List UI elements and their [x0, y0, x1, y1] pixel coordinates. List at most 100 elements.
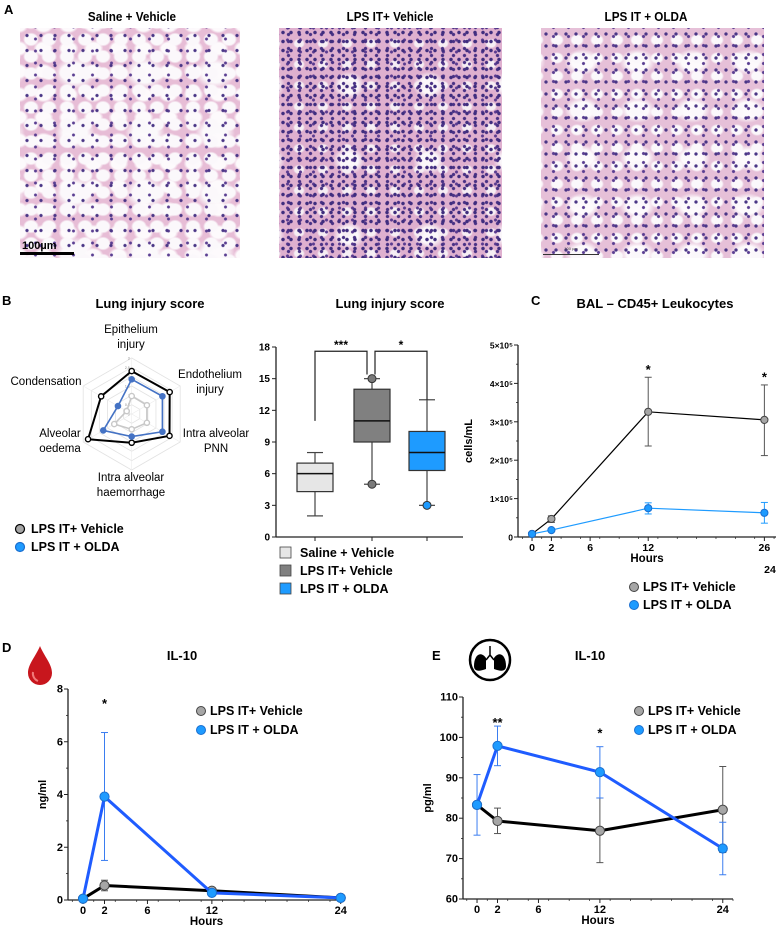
y-tick-label: 0 [57, 895, 63, 907]
x-tick-label: 0 [474, 904, 480, 916]
radar-ring-label: 2.5 [125, 366, 130, 370]
series-line-0 [476, 803, 724, 833]
x-tick-label: 12 [594, 904, 606, 916]
y-tick-label: 2 [57, 842, 63, 854]
scale-bar: 100 µm [543, 243, 599, 255]
y-tick-label: 15 [259, 374, 271, 385]
series-line-1 [475, 744, 724, 850]
radar-axis-label: Endothelium [178, 369, 242, 381]
scale-bar: 100µm [20, 241, 74, 255]
y-tick-label: 9 [264, 438, 270, 449]
y-tick-label: 110 [440, 692, 458, 704]
panel-label-e: E [432, 648, 441, 663]
data-point [594, 825, 605, 836]
box [408, 430, 446, 472]
legend-label: LPS IT+ Vehicle [300, 564, 393, 578]
radar-axis-label: Condensation [11, 376, 82, 388]
legend-label: LPS IT+ Vehicle [648, 704, 741, 718]
outlier-point [367, 479, 377, 489]
y-tick-label: 4×10⁵ [490, 379, 513, 389]
x-tick-label: 0 [529, 542, 535, 554]
legend-swatch [279, 546, 292, 559]
x-tick-label: 6 [587, 542, 593, 554]
series-line-1 [81, 793, 341, 900]
legend-label: Saline + Vehicle [300, 546, 394, 560]
data-point [594, 767, 605, 778]
legend-label: LPS IT+ Vehicle [210, 704, 303, 718]
x-tick-label: 24 [717, 904, 730, 916]
box [296, 462, 334, 493]
legend-label: LPS IT + OLDA [648, 723, 737, 737]
y-tick-label: 6 [264, 469, 270, 480]
x-tick-label: 0 [80, 905, 86, 917]
blood-drop-icon [28, 646, 52, 685]
radar-ring-label: 0.5 [125, 403, 130, 407]
y-axis-label: cells/mL [463, 419, 475, 463]
legend-marker [196, 706, 206, 716]
data-point [717, 804, 728, 815]
data-point [77, 893, 89, 904]
histology-image-saline: 100µm [20, 28, 240, 258]
radar-ring-label: 0 [128, 413, 130, 417]
y-tick-label: 100 [440, 732, 458, 744]
legend-swatch [279, 582, 292, 595]
chart-title: IL-10 [167, 648, 197, 663]
radar-axis-label: Intra alveolar [183, 428, 250, 440]
histology-title-olda: LPS IT + OLDA [604, 9, 688, 24]
significance-label: * [597, 725, 603, 740]
x-tick-label: 2 [101, 905, 107, 917]
y-axis-label: ng/ml [37, 780, 49, 809]
y-axis-label: pg/ml [422, 783, 434, 812]
y-tick-label: 90 [446, 772, 458, 784]
radar-point [84, 435, 92, 443]
radar-axis-label: haemorrhage [97, 487, 165, 499]
legend-label: LPS IT + OLDA [210, 723, 299, 737]
data-point [717, 843, 728, 854]
radar-point [128, 439, 135, 447]
legend-swatch [279, 564, 292, 577]
significance-label: * [399, 338, 404, 352]
radar-spoke [83, 385, 132, 415]
data-point [492, 815, 503, 827]
y-tick-label: 60 [446, 894, 458, 906]
data-point [644, 504, 653, 513]
y-tick-label: 0 [264, 533, 270, 544]
histology-image-vehicle [279, 28, 502, 258]
radar-point [99, 427, 107, 434]
x-tick-label: 12 [206, 905, 218, 917]
radar-point [159, 392, 166, 400]
y-tick-label: 2×10⁵ [490, 456, 513, 466]
panel-label-a: A [4, 2, 14, 17]
significance-label: ** [492, 715, 503, 730]
y-tick-label: 3×10⁵ [490, 417, 513, 427]
significance-bracket [374, 350, 428, 400]
outlier-point [367, 374, 377, 384]
data-point [206, 887, 217, 898]
series-line-1 [531, 507, 765, 535]
data-point [471, 799, 483, 810]
histology-title-saline: Saline + Vehicle [87, 9, 177, 24]
radar-spoke [83, 413, 132, 443]
line-chart-bal-cd45: BAL – CD45+ Leukocytes 0 1×10⁵ 2×10⁵ 3×10⁵ 4×… [463, 296, 776, 612]
panel-label-b: B [2, 293, 11, 308]
legend-label: LPS IT + OLDA [300, 582, 389, 596]
radar-axis-label: PNN [204, 443, 228, 455]
radar-point [128, 375, 135, 383]
radar-chart: Lung injury score00.511.522.53Epithelium… [11, 296, 250, 554]
radar-point [97, 393, 105, 400]
radar-ring-label: 3 [128, 357, 130, 361]
radar-point [110, 420, 118, 428]
y-tick-label: 5×10⁵ [490, 341, 513, 351]
radar-axis-label: Epithelium [104, 324, 158, 336]
y-tick-label: 12 [259, 406, 271, 417]
y-tick-label: 1×10⁵ [490, 494, 513, 504]
y-tick-label: 80 [446, 813, 458, 825]
lungs-icon [468, 638, 512, 682]
radar-axis-label: Alveolar [39, 428, 81, 440]
radar-axis-label: injury [196, 384, 224, 396]
data-point [99, 880, 110, 891]
y-tick-label: 3 [264, 501, 270, 512]
